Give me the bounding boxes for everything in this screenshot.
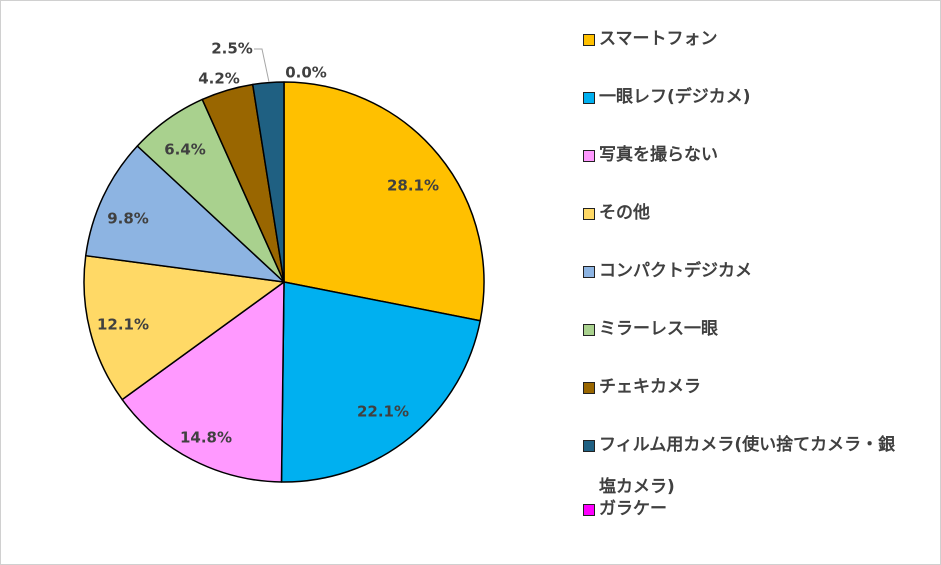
legend-swatch (583, 382, 595, 394)
legend-item: その他 (583, 202, 913, 234)
slice-data-label: 28.1% (387, 177, 439, 195)
legend-item: フィルム用カメラ(使い捨てカメラ・銀塩カメラ) (583, 434, 913, 508)
legend-item: ミラーレス一眼 (583, 318, 913, 350)
pie-slice (84, 145, 285, 283)
legend-label: コンパクトデジカメ (599, 261, 752, 281)
legend-swatch (583, 92, 595, 104)
slice-data-label: 4.2% (198, 70, 240, 88)
legend-swatch (583, 324, 595, 336)
legend-label: スマートフォン (599, 29, 718, 49)
legend-label: ガラケー (599, 499, 667, 519)
legend-item: コンパクトデジカメ (583, 260, 913, 292)
legend-label: フィルム用カメラ(使い捨てカメラ・銀塩カメラ) (599, 435, 896, 497)
legend-swatch (583, 34, 595, 46)
slice-data-label: 9.8% (107, 210, 149, 228)
slice-data-label: 2.5% (211, 40, 253, 58)
slice-data-label: 14.8% (180, 429, 232, 447)
slice-data-label: 6.4% (164, 141, 206, 159)
legend-item: チェキカメラ (583, 376, 913, 408)
slice-data-label: 12.1% (97, 316, 149, 334)
pie-slice (83, 254, 285, 401)
leader-line (254, 48, 270, 83)
legend-item: スマートフォン (583, 28, 913, 60)
legend-item: ガラケー (583, 498, 913, 530)
legend-item: 一眼レフ(デジカメ) (583, 86, 913, 118)
legend-item: 写真を撮らない (583, 144, 913, 176)
legend-swatch (583, 266, 595, 278)
legend-label: その他 (599, 203, 650, 223)
slice-data-label: 22.1% (357, 403, 409, 421)
legend-swatch (583, 440, 595, 452)
legend-swatch (583, 504, 595, 516)
pie-slice (280, 281, 481, 483)
pie-slice (251, 81, 285, 283)
pie-slice (121, 281, 285, 483)
pie-slice (283, 81, 485, 322)
legend-label: チェキカメラ (599, 377, 701, 397)
legend-swatch (583, 150, 595, 162)
legend-label: 写真を撮らない (599, 145, 718, 165)
legend-label: ミラーレス一眼 (599, 319, 718, 339)
legend-label: 一眼レフ(デジカメ) (599, 87, 751, 107)
legend-swatch (583, 208, 595, 220)
slice-data-label: 0.0% (285, 64, 327, 82)
